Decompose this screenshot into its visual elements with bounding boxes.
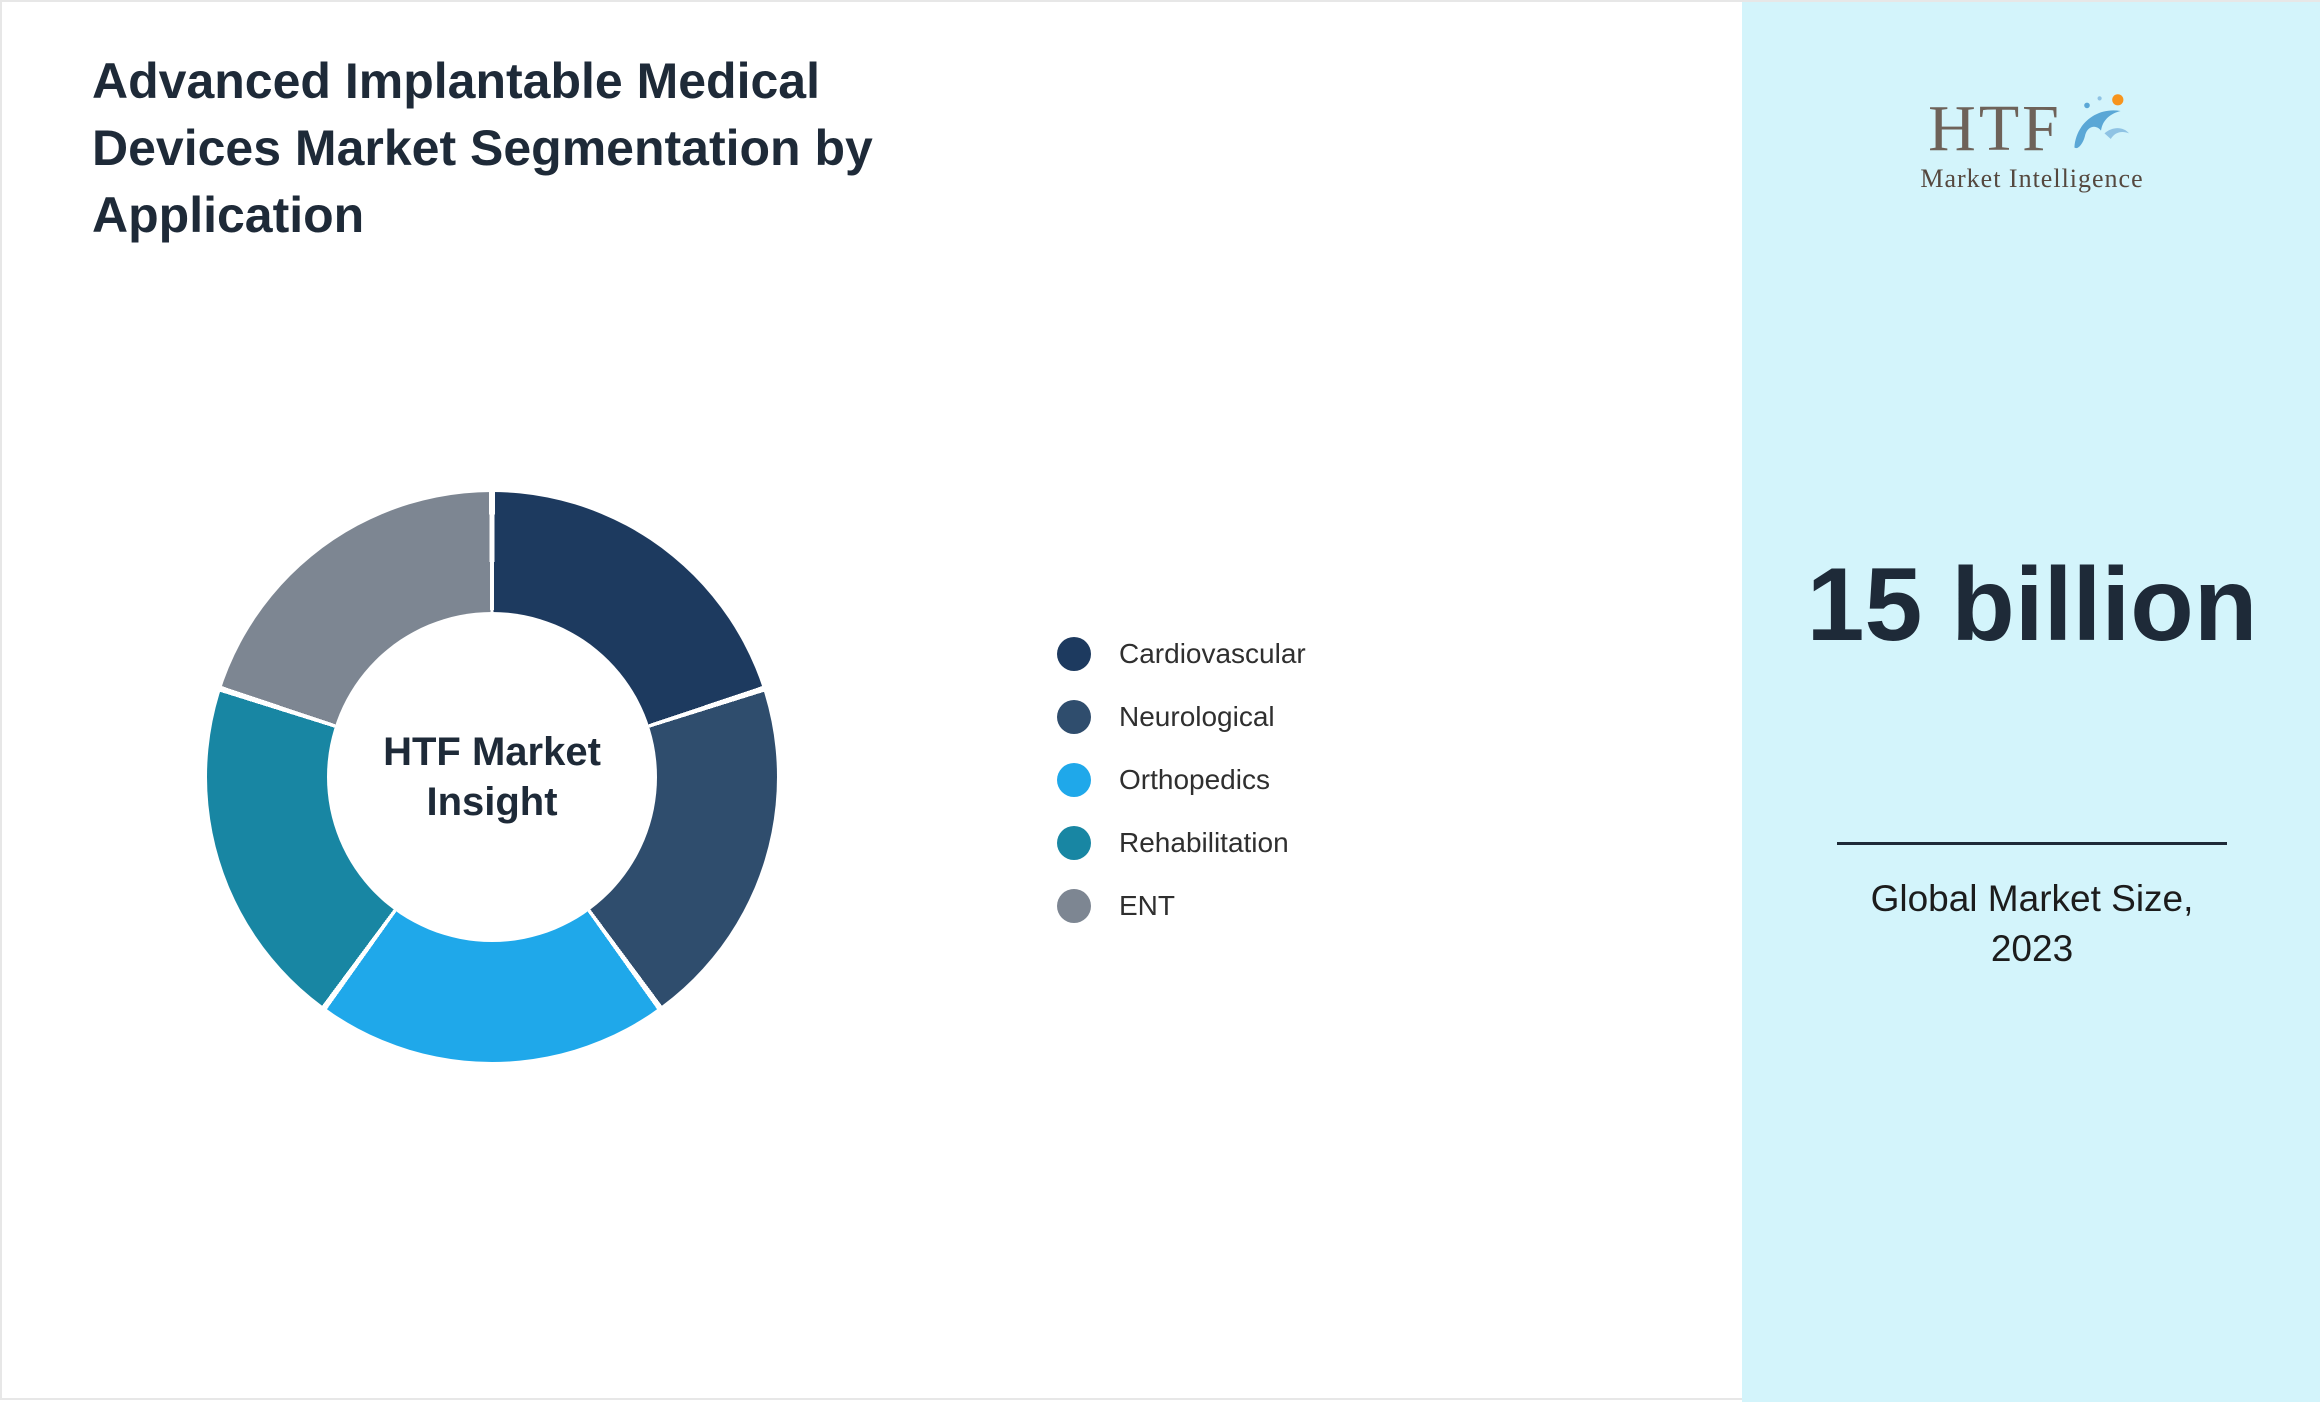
logo-top: HTF (1928, 90, 2136, 162)
market-size-label: Global Market Size, 2023 (1870, 878, 2194, 969)
legend-item: Rehabilitation (1057, 811, 1306, 874)
legend-item: ENT (1057, 874, 1306, 937)
legend-item: Neurological (1057, 685, 1306, 748)
legend-swatch (1057, 762, 1091, 797)
legend-label: Rehabilitation (1119, 826, 1289, 858)
legend-label: ENT (1119, 889, 1175, 921)
divider (1837, 842, 2227, 845)
htf-logo: HTF Market Intelligence (1742, 90, 2320, 194)
legend-swatch (1057, 888, 1091, 923)
donut-center-label: HTF Market Insight (383, 730, 601, 824)
donut-hole: HTF Market Insight (327, 612, 657, 942)
legend-swatch (1057, 825, 1091, 860)
donut-chart: HTF Market Insight (207, 492, 777, 1062)
logo-text: HTF (1928, 92, 2062, 165)
page-title: Advanced Implantable Medical Devices Mar… (92, 53, 873, 243)
legend-swatch (1057, 636, 1091, 671)
market-size-value: 15 billion (1806, 547, 2258, 663)
chart-legend: Cardiovascular Neurological Orthopedics … (1057, 622, 1306, 937)
legend-item: Cardiovascular (1057, 622, 1306, 685)
legend-swatch (1057, 699, 1091, 734)
sidebar: HTF Market Intelligence 15 billion Globa… (1742, 2, 2320, 1402)
legend-label: Cardiovascular (1119, 637, 1306, 669)
legend-label: Neurological (1119, 700, 1275, 732)
legend-label: Orthopedics (1119, 763, 1270, 795)
legend-item: Orthopedics (1057, 748, 1306, 811)
dolphin-icon (2066, 90, 2136, 160)
logo-subtext: Market Intelligence (1920, 164, 2144, 193)
